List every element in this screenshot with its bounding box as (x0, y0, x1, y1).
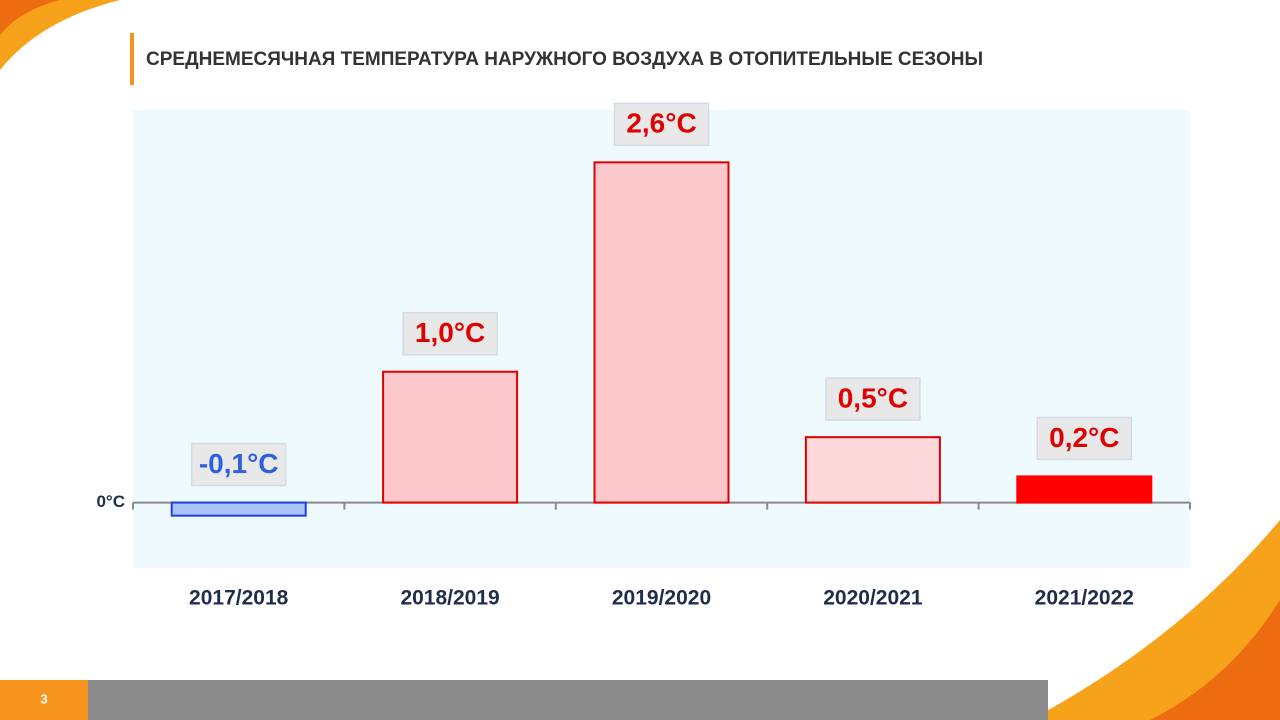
value-label-box (825, 377, 921, 421)
page-number: 3 (40, 691, 47, 706)
x-tick-label: 2021/2022 (1035, 587, 1134, 610)
value-label: 2,6°C (626, 108, 696, 139)
decoration (0, 0, 60, 35)
bar (170, 501, 307, 517)
value-label-box (190, 442, 287, 487)
bar (804, 436, 941, 504)
x-tick-label: 2017/2018 (189, 587, 289, 610)
value-label: -0,1°C (199, 448, 279, 479)
x-tick-label: 2018/2019 (400, 587, 499, 610)
bar (382, 370, 519, 504)
value-label: 0,5°C (838, 383, 908, 414)
value-label-box (613, 102, 710, 147)
title-accent (130, 33, 134, 85)
bar (593, 161, 730, 504)
value-label-box (1036, 416, 1133, 461)
value-label: 0,2°C (1049, 422, 1119, 453)
page-number-box (0, 680, 88, 720)
value-label: 1,0°C (415, 317, 485, 348)
x-tick-label: 2020/2021 (823, 587, 923, 610)
value-label-box (402, 311, 498, 356)
bar (1016, 475, 1153, 504)
decoration (1030, 520, 1280, 720)
decoration (0, 0, 120, 70)
y-tick-label: 0°C (96, 492, 125, 511)
chart-title: СРЕДНЕМЕСЯЧНАЯ ТЕМПЕРАТУРА НАРУЖНОГО ВОЗ… (146, 49, 983, 70)
x-tick-label: 2019/2020 (612, 587, 711, 610)
footer-band (88, 680, 1048, 720)
decoration (1150, 600, 1280, 720)
